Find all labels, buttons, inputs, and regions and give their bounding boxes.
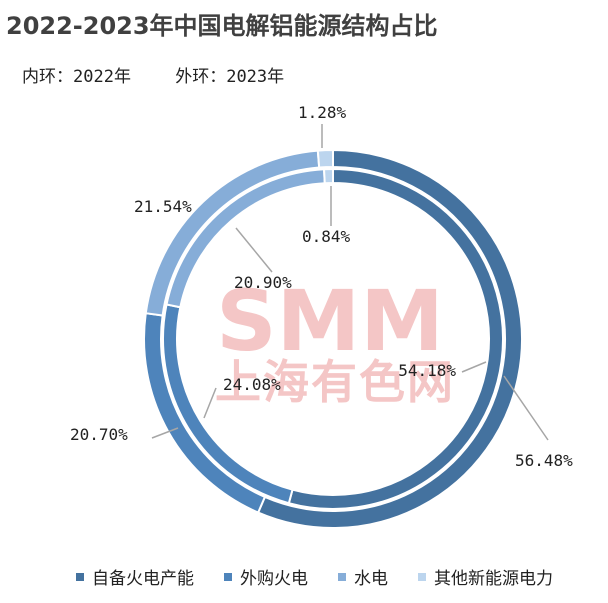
inner-data-label-2: 20.90% (234, 273, 292, 292)
outer-leader-line-0 (503, 375, 549, 441)
outer-data-label-3: 1.28% (298, 103, 347, 122)
legend-label-2: 水电 (354, 569, 388, 589)
ring-notes: 内环：2022年 外环：2023年 (22, 62, 318, 87)
legend-item-0: 自备火电产能 (76, 564, 194, 589)
legend-swatch-1 (224, 572, 232, 581)
legend-swatch-0 (76, 572, 84, 581)
outer-ring-note: 外环：2023年 (175, 67, 285, 87)
outer-leader-line-1 (151, 427, 179, 439)
watermark: SMM 上海有色网 (215, 272, 455, 409)
inner-ring-note: 内环：2022年 (22, 67, 131, 87)
inner-ring-slice-3 (322, 167, 334, 185)
legend-label-0: 自备火电产能 (92, 569, 194, 589)
inner-data-label-3: 0.84% (302, 227, 351, 246)
legend: 自备火电产能 外购火电 水电 其他新能源电力 (76, 564, 553, 589)
outer-ring-slice-3 (316, 148, 334, 169)
inner-leader-line-2 (235, 227, 273, 273)
inner-leader-line-0 (461, 361, 487, 373)
legend-label-3: 其他新能源电力 (434, 569, 553, 589)
data-labels: 54.18% 24.08% 20.90% 0.84% 56.48% 20.70% 21.54… (70, 103, 573, 470)
inner-leader-line-1 (203, 387, 217, 419)
outer-data-label-1: 20.70% (70, 425, 128, 444)
rings (143, 148, 523, 529)
legend-swatch-2 (338, 572, 346, 581)
watermark-cn: 上海有色网 (215, 355, 455, 409)
legend-item-1: 外购火电 (224, 564, 308, 589)
legend-item-3: 其他新能源电力 (418, 564, 553, 589)
inner-data-label-0: 54.18% (398, 361, 456, 380)
outer-data-label-0: 56.48% (515, 451, 573, 470)
legend-label-1: 外购火电 (240, 569, 308, 589)
legend-swatch-3 (418, 572, 426, 581)
legend-item-2: 水电 (338, 564, 388, 589)
chart-title: 2022-2023年中国电解铝能源结构占比 (6, 12, 438, 40)
outer-data-label-2: 21.54% (134, 197, 192, 216)
inner-data-label-1: 24.08% (223, 375, 281, 394)
watermark-brand: SMM (216, 272, 444, 370)
